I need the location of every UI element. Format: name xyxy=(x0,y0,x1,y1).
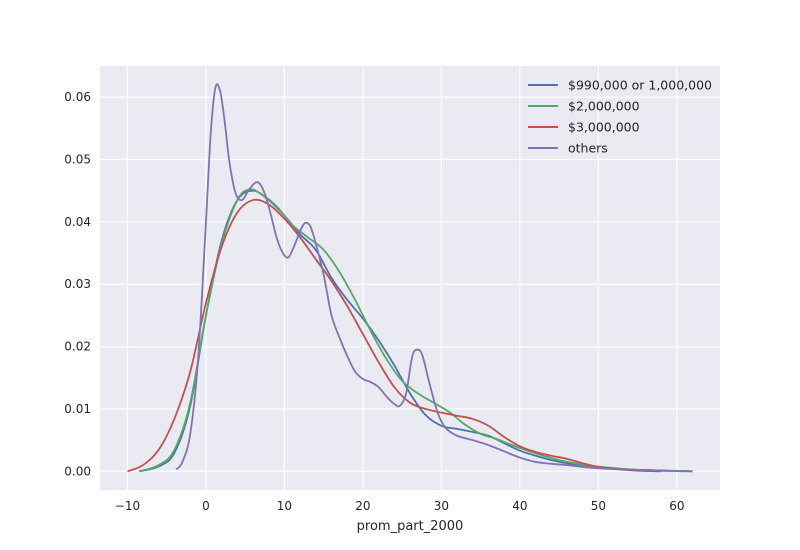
series-line-4 xyxy=(175,83,693,473)
y-tick-label: 0.05 xyxy=(64,153,91,167)
x-axis-label: prom_part_2000 xyxy=(357,519,464,534)
series-lines xyxy=(127,83,693,473)
y-tick-label: 0.06 xyxy=(64,90,91,104)
series-line-3 xyxy=(127,198,662,473)
x-tick-label: 50 xyxy=(591,499,606,513)
x-tick-label: 10 xyxy=(277,499,292,513)
x-tick-label: 20 xyxy=(355,499,370,513)
x-tick-label: −10 xyxy=(115,499,140,513)
legend-label-4: others xyxy=(568,141,608,156)
y-tick-label: 0.01 xyxy=(64,402,91,416)
x-tick-labels: −10 0 10 20 30 40 50 60 xyxy=(115,499,685,513)
x-tick-label: 30 xyxy=(434,499,449,513)
legend-label-2: $2,000,000 xyxy=(568,99,640,114)
x-tick-label: 0 xyxy=(202,499,210,513)
grid-lines xyxy=(100,66,720,490)
x-tick-label: 40 xyxy=(512,499,527,513)
y-tick-labels: 0.00 0.01 0.02 0.03 0.04 0.05 0.06 xyxy=(64,90,91,478)
y-tick-label: 0.00 xyxy=(64,464,91,478)
legend: $990,000 or 1,000,000 $2,000,000 $3,000,00… xyxy=(528,78,712,156)
x-tick-label: 60 xyxy=(669,499,684,513)
legend-label-1: $990,000 or 1,000,000 xyxy=(568,78,712,93)
y-tick-label: 0.04 xyxy=(64,215,91,229)
y-tick-label: 0.02 xyxy=(64,340,91,354)
y-tick-label: 0.03 xyxy=(64,277,91,291)
legend-label-3: $3,000,000 xyxy=(568,120,640,135)
series-line-2 xyxy=(138,188,685,473)
